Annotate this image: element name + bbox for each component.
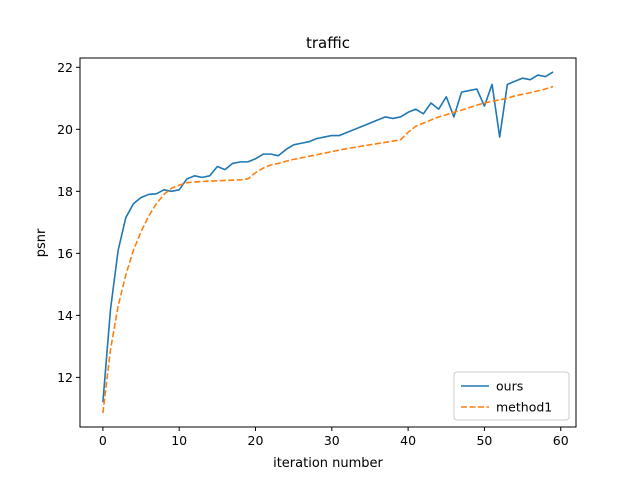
- x-tick-label: 60: [553, 433, 569, 448]
- y-tick-label: 20: [57, 122, 73, 137]
- series-layer: [102, 71, 554, 414]
- x-axis: 0 10 20 30 40 50 60: [99, 427, 569, 448]
- y-tick-label: 12: [57, 370, 73, 385]
- y-axis: 12 14 16 18 20 22: [57, 60, 80, 385]
- legend-label-method1: method1: [496, 400, 552, 415]
- series-line-ours: [102, 71, 554, 403]
- series-line-method1: [102, 85, 554, 414]
- plot-frame: [79, 57, 577, 428]
- y-tick-label: 14: [57, 308, 73, 323]
- legend-label-ours: ours: [496, 379, 523, 394]
- x-axis-label: iteration number: [273, 456, 383, 471]
- legend-box: [453, 371, 570, 421]
- x-tick-label: 50: [476, 433, 492, 448]
- y-tick-label: 16: [57, 246, 73, 261]
- y-tick-label: 22: [57, 60, 73, 75]
- x-tick-label: 10: [171, 433, 187, 448]
- y-tick-label: 18: [57, 184, 73, 199]
- legend: ours method1: [453, 371, 570, 421]
- y-axis-label: psnr: [34, 228, 49, 257]
- x-tick-label: 30: [324, 433, 340, 448]
- chart-title: traffic: [306, 34, 350, 52]
- x-tick-label: 40: [400, 433, 416, 448]
- x-tick-label: 20: [248, 433, 264, 448]
- x-tick-label: 0: [99, 433, 107, 448]
